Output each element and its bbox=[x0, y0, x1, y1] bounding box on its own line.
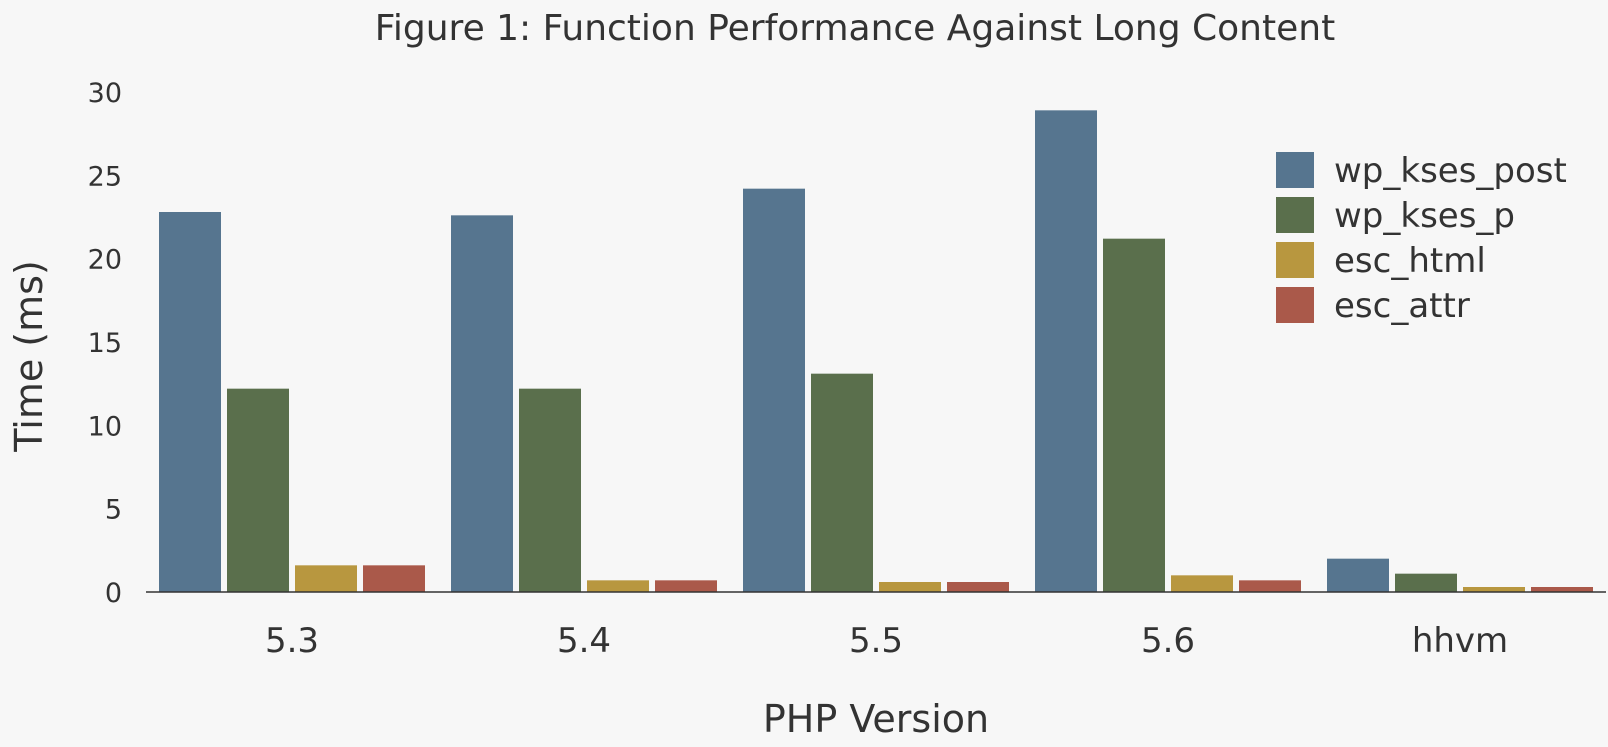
x-tick-label: 5.3 bbox=[265, 621, 319, 661]
legend-swatch-esc-attr bbox=[1276, 287, 1314, 323]
bar-wp-kses-post-5-3 bbox=[159, 212, 221, 592]
bar-esc-attr-5-3 bbox=[363, 565, 425, 592]
legend-swatch-esc-html bbox=[1276, 242, 1314, 278]
bar-esc-html-5-6 bbox=[1171, 575, 1233, 592]
bar-wp-kses-p-5-6 bbox=[1103, 238, 1165, 592]
legend-label-wp-kses-post: wp_kses_post bbox=[1334, 151, 1567, 191]
y-tick-label: 25 bbox=[88, 161, 122, 192]
bar-wp-kses-post-5-6 bbox=[1035, 110, 1097, 592]
legend-label-esc-attr: esc_attr bbox=[1334, 286, 1470, 326]
bar-wp-kses-p-5-4 bbox=[519, 388, 581, 592]
bar-esc-html-5-4 bbox=[587, 580, 649, 592]
bar-wp-kses-post-5-5 bbox=[743, 188, 805, 592]
bar-esc-html-5-5 bbox=[879, 582, 941, 592]
bar-esc-attr-5-5 bbox=[947, 582, 1009, 592]
legend-label-wp-kses-p: wp_kses_p bbox=[1334, 196, 1515, 236]
bar-wp-kses-p-hhvm bbox=[1395, 573, 1457, 592]
legend: wp_kses_post wp_kses_p esc_html esc_attr bbox=[1276, 151, 1567, 326]
bar-wp-kses-p-5-5 bbox=[811, 373, 873, 592]
x-tick-label: hhvm bbox=[1412, 621, 1508, 661]
bar-esc-attr-5-4 bbox=[655, 580, 717, 592]
x-tick-label: 5.5 bbox=[849, 621, 903, 661]
bar-esc-html-5-3 bbox=[295, 565, 357, 592]
bar-esc-attr-5-6 bbox=[1239, 580, 1301, 592]
bar-esc-html-hhvm bbox=[1463, 587, 1525, 592]
x-tick-label: 5.6 bbox=[1141, 621, 1195, 661]
y-tick-label: 15 bbox=[88, 328, 122, 359]
legend-swatch-wp-kses-p bbox=[1276, 197, 1314, 233]
chart-title: Figure 1: Function Performance Against L… bbox=[375, 8, 1335, 49]
y-axis-label: Time (ms) bbox=[7, 260, 51, 453]
bar-series-group bbox=[159, 110, 1593, 593]
bar-wp-kses-p-5-3 bbox=[227, 388, 289, 592]
bar-wp-kses-post-hhvm bbox=[1327, 558, 1389, 592]
bar-wp-kses-post-5-4 bbox=[451, 215, 513, 593]
x-axis-ticks: 5.3 5.4 5.5 5.6 hhvm bbox=[265, 621, 1508, 661]
y-tick-label: 0 bbox=[105, 578, 122, 609]
bar-esc-attr-hhvm bbox=[1531, 587, 1593, 592]
legend-label-esc-html: esc_html bbox=[1334, 241, 1486, 281]
y-tick-label: 10 bbox=[88, 411, 122, 442]
y-tick-label: 5 bbox=[105, 495, 122, 526]
x-axis-label: PHP Version bbox=[763, 697, 989, 741]
y-axis-ticks: 0 5 10 15 20 25 30 bbox=[88, 78, 122, 609]
x-tick-label: 5.4 bbox=[557, 621, 611, 661]
y-tick-label: 20 bbox=[88, 245, 122, 276]
y-tick-label: 30 bbox=[88, 78, 122, 109]
legend-swatch-wp-kses-post bbox=[1276, 152, 1314, 188]
